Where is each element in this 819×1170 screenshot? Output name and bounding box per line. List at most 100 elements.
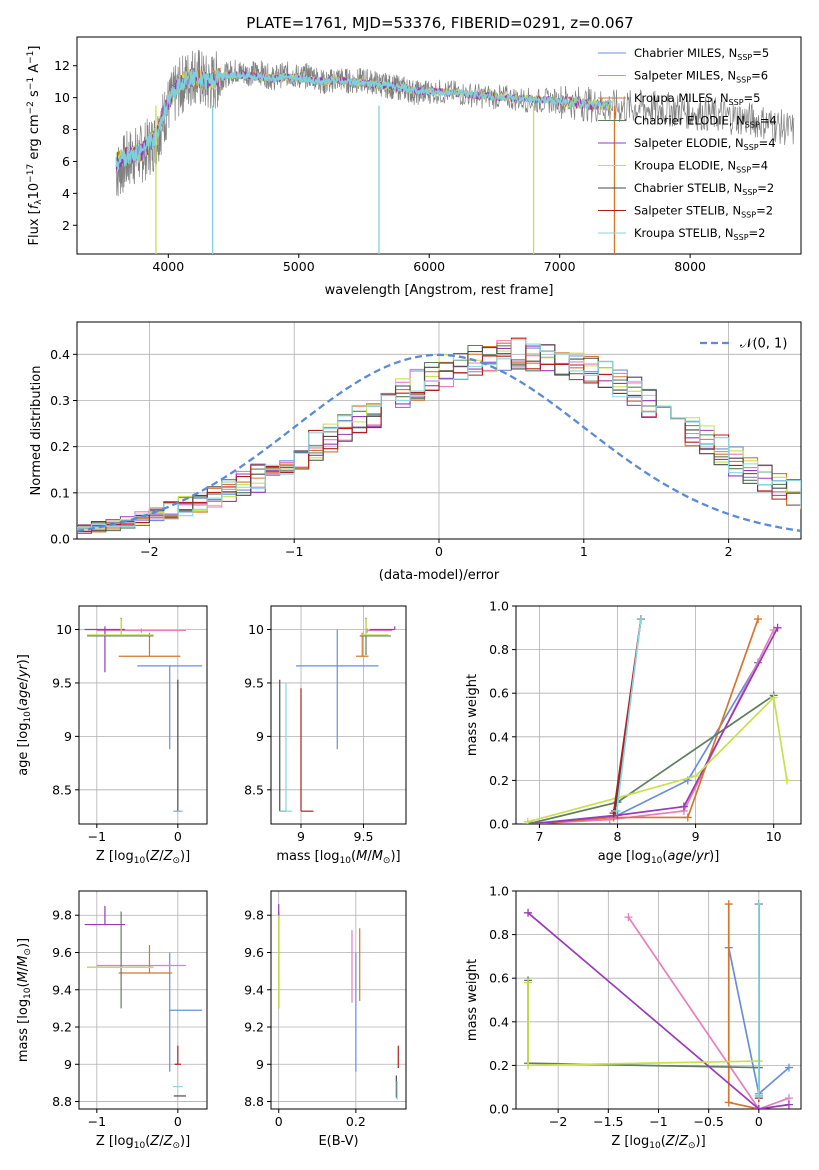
residuals-xtick-label: −2 (140, 544, 158, 559)
weight_vs_age-ylabel: mass weight (465, 674, 480, 756)
residuals-xtick-label: 0 (435, 544, 443, 559)
weight_vs_age-frame (515, 605, 802, 825)
weight_vs_age-marker (769, 693, 778, 702)
weight_vs_Z-ytick-label: 0.6 (489, 971, 509, 986)
residuals-xtick-label: 1 (580, 544, 588, 559)
weight_vs_age-line (531, 627, 779, 824)
weight_vs_age-marker (754, 615, 763, 624)
weight_vs_age-line (531, 618, 759, 824)
weight_vs_Z-line (527, 980, 759, 1069)
weight_vs_age-ytick-label: 0.4 (489, 729, 509, 744)
legend-label: Salpeter STELIB, NSSP=2 (634, 204, 773, 220)
weight_vs_age-line (527, 694, 775, 824)
residuals-ytick-label: 0.3 (50, 393, 70, 408)
spectrum-xtick-label: 6000 (413, 259, 445, 274)
spectrum-ytick-label: 4 (62, 186, 70, 201)
weight_vs_age-lines (523, 615, 791, 824)
legend-label: Chabrier ELODIE, NSSP=4 (634, 114, 777, 130)
weight_vs_Z-ytick-label: 0.2 (489, 1058, 509, 1073)
mass_vs_Z-frame (78, 890, 208, 1110)
residuals-steps (77, 337, 801, 534)
age_vs_mass-ytick-label: 9 (256, 729, 264, 744)
mass_vs_Z-xlabel: Z [log10(Z/Z⊙)] (96, 1134, 190, 1151)
mass_vs_Z-ytick-label: 9.4 (52, 982, 72, 997)
spectrum-frame (76, 36, 802, 255)
residuals-xlabel: (data-model)/error (379, 568, 500, 583)
weight_vs_age-line (527, 695, 788, 823)
weight_vs_Z-lines (524, 900, 793, 1109)
weight_vs_Z-xtick-label: −0.5 (693, 1114, 723, 1129)
age_vs_mass-bars (279, 617, 396, 812)
weight_vs_age-xtick-label: 9 (692, 829, 700, 844)
mass_vs_ebv-ytick-label: 8.8 (244, 1094, 264, 1109)
weight_vs_Z-line (527, 912, 790, 1109)
mass_vs_Z-bars (84, 905, 203, 1097)
figure-title: PLATE=1761, MJD=53376, FIBERID=0291, z=0… (246, 14, 633, 32)
spectrum-xtick-label: 7000 (544, 259, 576, 274)
age_vs_Z-ytick-label: 8.5 (52, 782, 72, 797)
spectrum-xtick-label: 8000 (674, 259, 706, 274)
weight_vs_age-marker (691, 772, 700, 781)
mass_vs_ebv-ytick-label: 9.8 (244, 908, 264, 923)
weight_vs_Z-marker (754, 1091, 763, 1100)
age_vs_mass-ytick-label: 8.5 (244, 782, 264, 797)
mass_vs_ebv-xtick-label: 0 (275, 1114, 283, 1129)
age_vs_mass-ytick-label: 9.5 (244, 675, 264, 690)
mass_vs_ebv-xlabel: E(B-V) (318, 1134, 358, 1149)
weight_vs_Z-marker (724, 900, 733, 909)
residuals-ytick-label: 0.0 (50, 532, 70, 547)
weight_vs_age-xlabel: age [log10(age/yr)] (598, 849, 720, 866)
spectrum-xtick-label: 4000 (152, 259, 184, 274)
age_vs_Z-ytick-label: 10 (56, 622, 72, 637)
age_vs_Z-frame (78, 605, 208, 825)
spectrum-xlabel: wavelength [Angstrom, rest frame] (325, 283, 554, 298)
weight_vs_Z-xtick-label: −1 (649, 1114, 667, 1129)
mass_vs_ebv-frame (270, 890, 407, 1110)
age_vs_Z-ylabel: age [log10(age/yr)] (16, 654, 33, 776)
weight_vs_Z-xlabel: Z [log10(Z/Z⊙)] (611, 1134, 705, 1151)
weight_vs_Z-ytick-label: 1.0 (489, 884, 509, 899)
weight_vs_age-marker (683, 813, 692, 822)
weight_vs_age-ytick-label: 0.6 (489, 686, 509, 701)
weight_vs_age-marker (612, 806, 621, 815)
weight_vs_Z-marker (724, 1098, 733, 1107)
weight_vs_age-xtick-label: 8 (614, 829, 622, 844)
mass_vs_Z-xtick-label: −1 (88, 1114, 106, 1129)
spectrum-ytick-label: 6 (62, 154, 70, 169)
weight_vs_age-xtick-label: 10 (766, 829, 782, 844)
weight_vs_age-marker (773, 623, 782, 632)
weight_vs_age-ytick-label: 1.0 (489, 599, 509, 614)
age_vs_Z-ytick-label: 9.5 (52, 675, 72, 690)
residuals-ytick-label: 0.1 (50, 485, 70, 500)
weight_vs_Z-ytick-label: 0.8 (489, 927, 509, 942)
spectrum-ytick-label: 2 (62, 218, 70, 233)
weight_vs_age-marker (782, 776, 791, 785)
legend-label: Salpeter ELODIE, NSSP=4 (634, 136, 776, 152)
legend-label: Kroupa ELODIE, NSSP=4 (634, 159, 768, 175)
spectrum-model-line (115, 67, 612, 170)
residuals-ylabel: Normed distribution (29, 366, 44, 496)
age_vs_Z-ytick-label: 9 (64, 729, 72, 744)
residuals-xtick-label: −1 (285, 544, 303, 559)
weight_vs_age-line (527, 629, 775, 824)
legend-label: Chabrier STELIB, NSSP=2 (634, 181, 774, 197)
weight_vs_Z-marker (754, 900, 763, 909)
weight_vs_age-ytick-label: 0.2 (489, 773, 509, 788)
weight_vs_Z-frame (515, 890, 802, 1110)
spectrum-lines (115, 49, 795, 254)
age_vs_mass-ytick-label: 10 (248, 622, 264, 637)
residuals-frame (76, 321, 802, 540)
weight_vs_Z-marker (754, 1105, 763, 1109)
age_vs_mass-xtick-label: 9.5 (354, 829, 374, 844)
age_vs_Z-bars (84, 617, 203, 812)
weight_vs_age-marker (679, 802, 688, 811)
mass_vs_ebv-ytick-label: 9.4 (244, 982, 264, 997)
residuals-ytick-label: 0.2 (50, 439, 70, 454)
weight_vs_Z-marker (524, 978, 533, 987)
age_vs_Z-xlabel: Z [log10(Z/Z⊙)] (96, 849, 190, 866)
weight_vs_Z-ytick-label: 0.4 (489, 1014, 509, 1029)
residuals-ytick-label: 0.4 (50, 347, 70, 362)
legend-label: Kroupa MILES, NSSP=5 (634, 91, 760, 107)
legend-label: Salpeter MILES, NSSP=6 (634, 69, 768, 85)
